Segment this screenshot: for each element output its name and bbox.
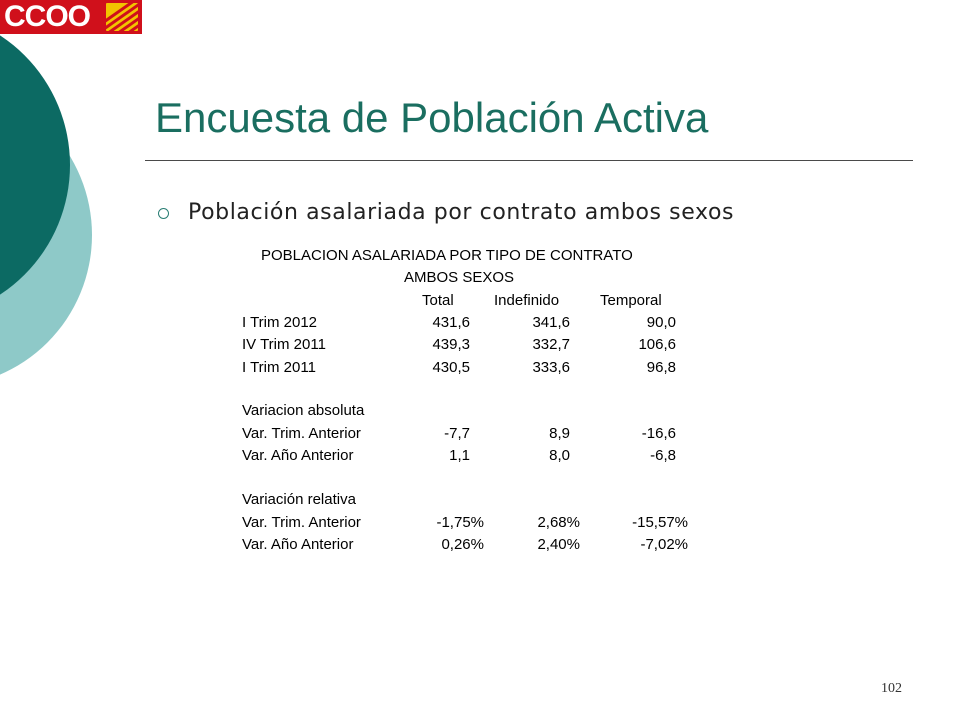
cell-total: 430,5 xyxy=(432,359,470,376)
cell-total: -7,7 xyxy=(444,425,470,442)
section-label: Variacion absoluta xyxy=(242,402,365,419)
cell-temporal: -7,02% xyxy=(640,536,688,553)
aragon-flag-icon xyxy=(106,3,138,31)
cell-temporal: -16,6 xyxy=(641,425,676,442)
column-header-total: Total xyxy=(422,292,454,309)
decorative-circles xyxy=(0,35,92,375)
row-label: Var. Año Anterior xyxy=(242,447,354,464)
page-number: 102 xyxy=(881,681,902,696)
decorative-circle-dark xyxy=(0,35,70,295)
row-label: I Trim 2012 xyxy=(242,314,318,331)
bullet-text: Población asalariada por contrato ambos … xyxy=(188,200,735,225)
column-header-indefinido: Indefinido xyxy=(494,292,560,309)
table-subheading: AMBOS SEXOS xyxy=(404,269,515,286)
cell-indefinido: 341,6 xyxy=(532,314,570,331)
title-divider xyxy=(145,160,913,161)
cell-temporal: 96,8 xyxy=(646,359,676,376)
column-header-temporal: Temporal xyxy=(600,292,662,309)
cell-indefinido: 8,0 xyxy=(549,447,570,464)
circle-bullet-icon xyxy=(158,208,169,219)
cell-indefinido: 8,9 xyxy=(549,425,570,442)
cell-temporal: 90,0 xyxy=(646,314,676,331)
row-label: Var. Trim. Anterior xyxy=(242,425,361,442)
table-heading: POBLACION ASALARIADA POR TIPO DE CONTRAT… xyxy=(261,247,633,264)
cell-indefinido: 332,7 xyxy=(532,336,570,353)
cell-temporal: 106,6 xyxy=(638,336,676,353)
page-title: Encuesta de Población Activa xyxy=(155,94,709,141)
row-label: Var. Trim. Anterior xyxy=(242,514,361,531)
cell-total: 431,6 xyxy=(432,314,470,331)
row-label: I Trim 2011 xyxy=(242,359,316,376)
ccoo-logo: CCOO xyxy=(0,0,142,34)
cell-total: -1,75% xyxy=(436,514,484,531)
cell-indefinido: 333,6 xyxy=(532,359,570,376)
cell-total: 1,1 xyxy=(449,447,470,464)
cell-indefinido: 2,68% xyxy=(537,514,580,531)
cell-temporal: -15,57% xyxy=(632,514,688,531)
section-label: Variación relativa xyxy=(242,491,356,508)
cell-total: 0,26% xyxy=(441,536,484,553)
cell-indefinido: 2,40% xyxy=(537,536,580,553)
cell-total: 439,3 xyxy=(432,336,470,353)
row-label: Var. Año Anterior xyxy=(242,536,354,553)
cell-temporal: -6,8 xyxy=(650,447,676,464)
logo-text: CCOO xyxy=(4,0,91,33)
row-label: IV Trim 2011 xyxy=(242,336,326,353)
